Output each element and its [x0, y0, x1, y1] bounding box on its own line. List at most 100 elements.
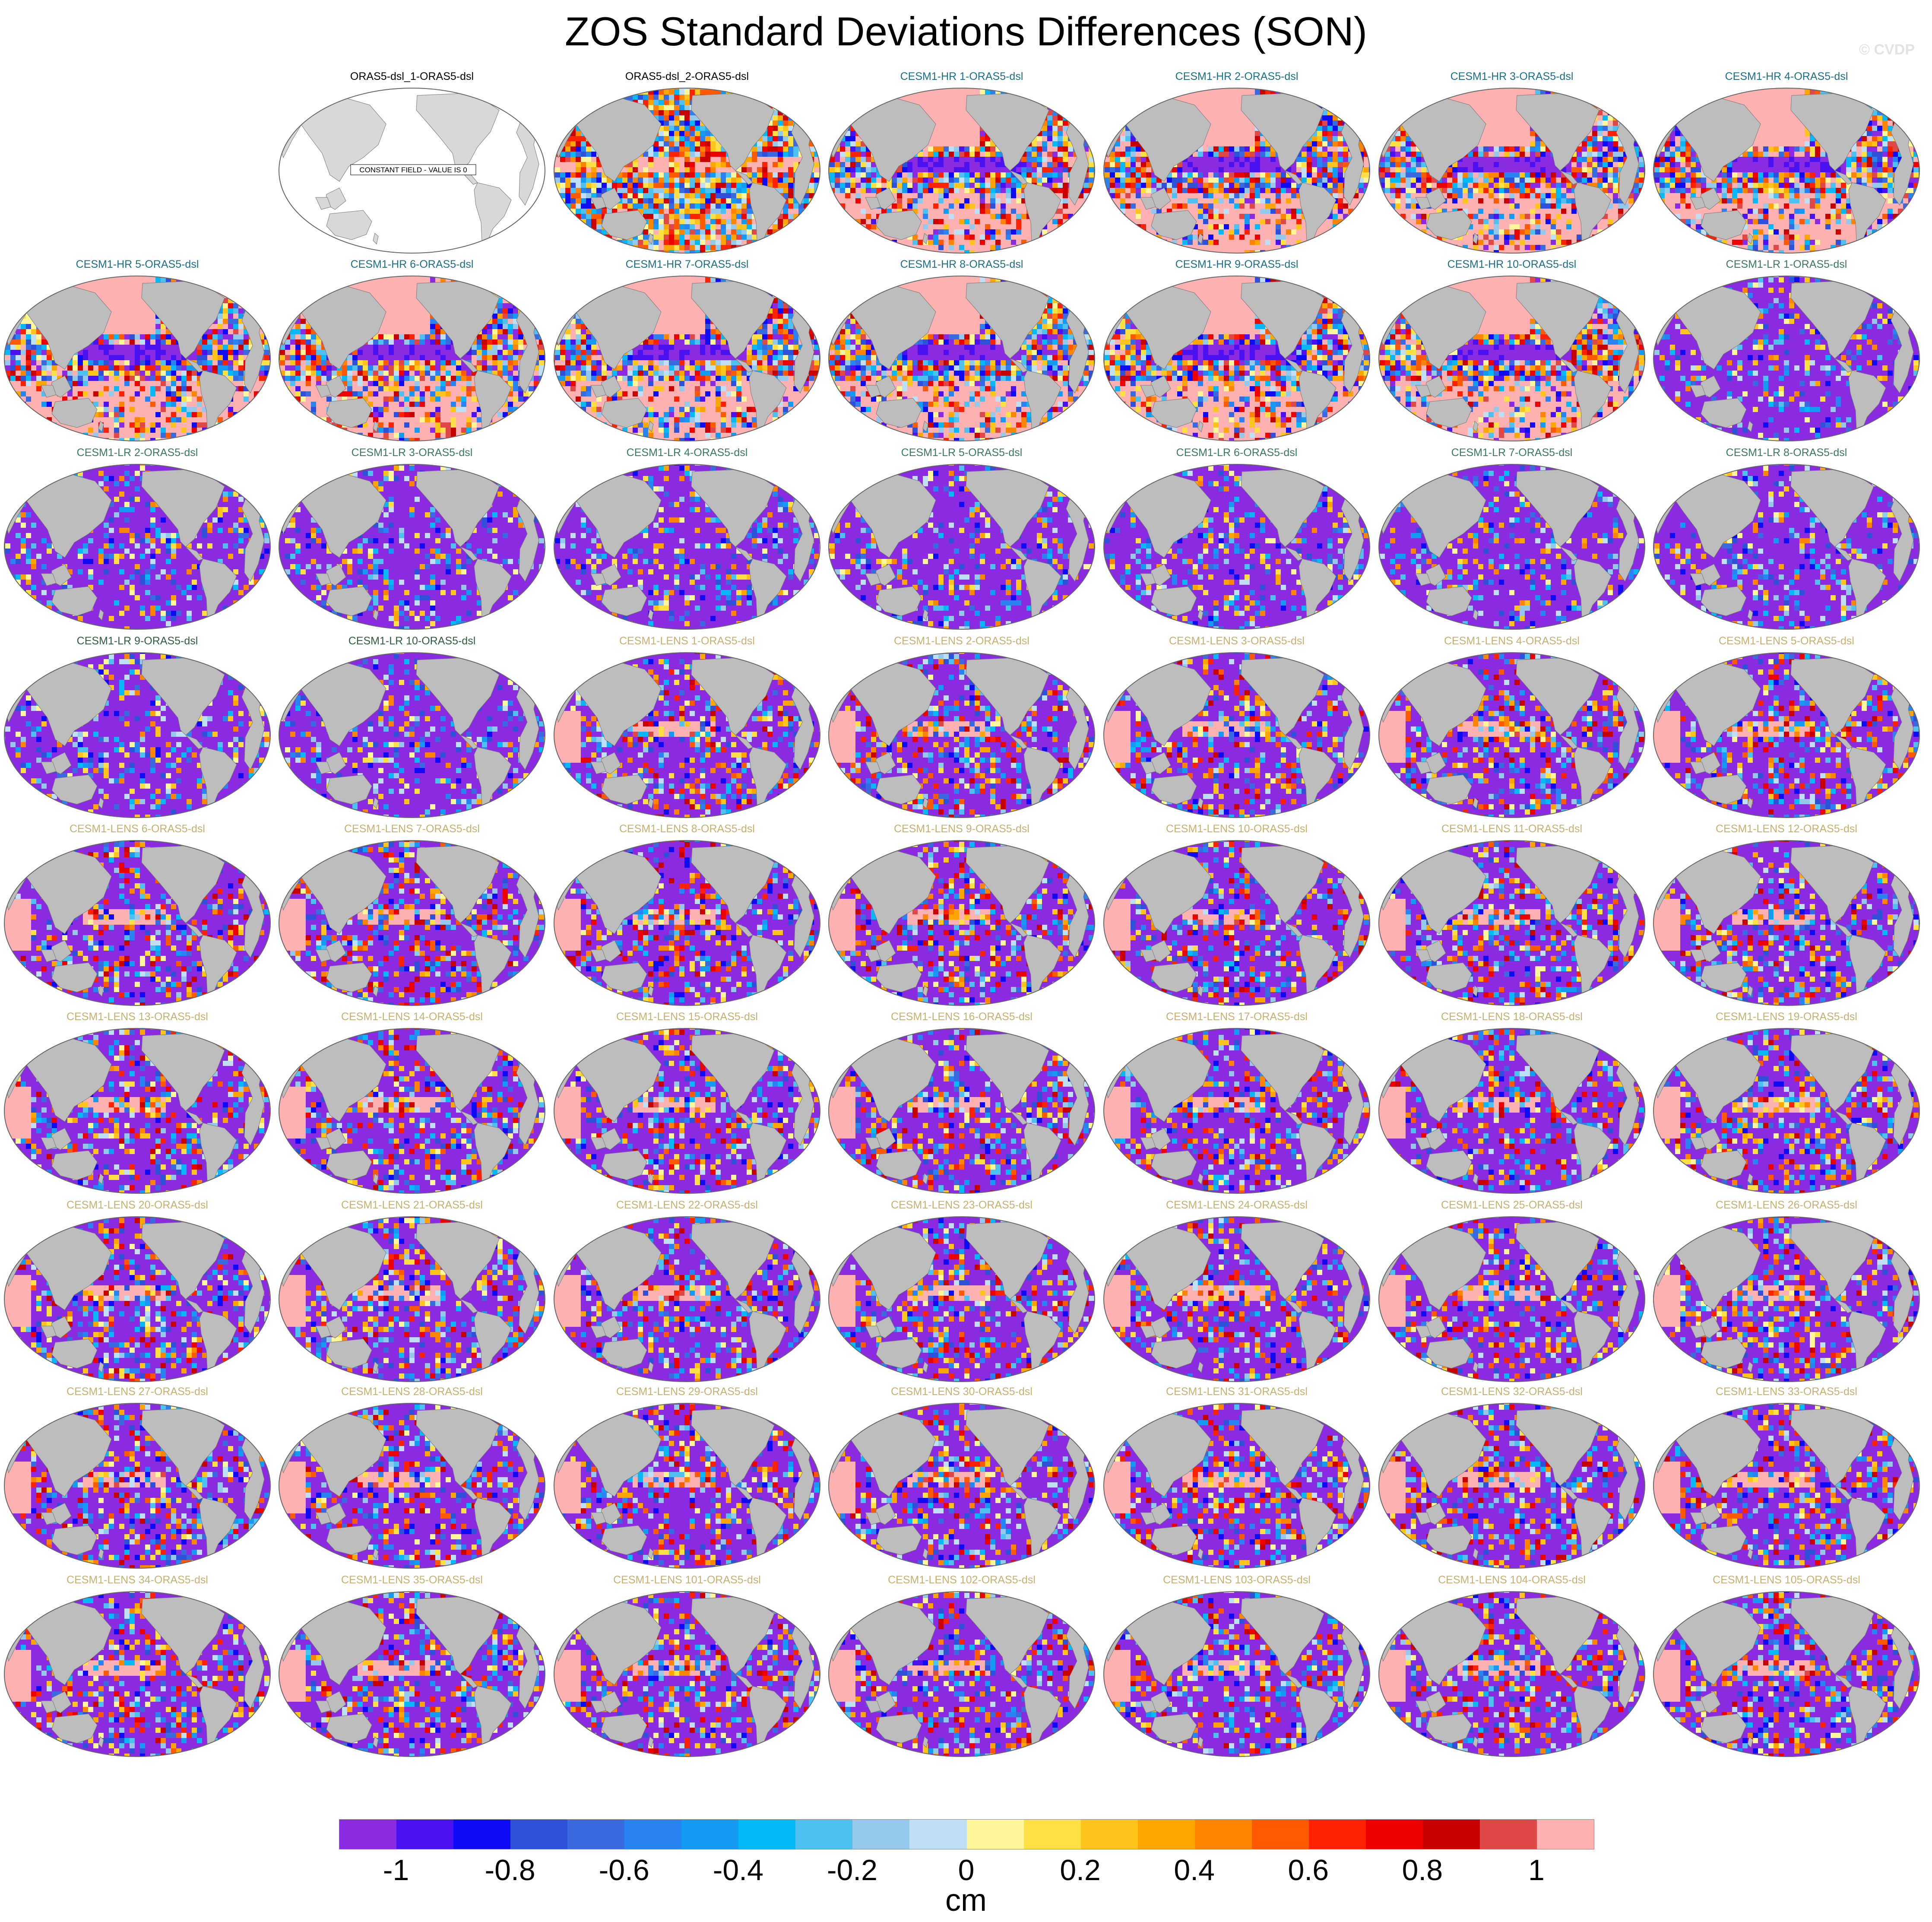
panel-title: CESM1-LENS 18-ORAS5-dsl [1375, 1010, 1649, 1024]
map-panel: CESM1-LENS 12-ORAS5-dsl [1649, 822, 1924, 1010]
world-map [4, 276, 271, 441]
map-panel: CESM1-LENS 17-ORAS5-dsl [1099, 1010, 1374, 1198]
colorbar-tick-label: 1 [1528, 1853, 1545, 1887]
world-map [1103, 652, 1370, 818]
colorbar-swatch [1251, 1820, 1309, 1849]
world-map [828, 1028, 1095, 1194]
world-map [1653, 1028, 1920, 1194]
colorbar-tick-label: 0.8 [1402, 1853, 1443, 1887]
map-panel: CESM1-LENS 27-ORAS5-dsl [0, 1385, 275, 1573]
map-panel: CESM1-LENS 1-ORAS5-dsl [550, 634, 824, 822]
panel-title: CESM1-HR 10-ORAS5-dsl [1375, 257, 1649, 271]
world-map [828, 840, 1095, 1006]
map-panel: CESM1-LR 6-ORAS5-dsl [1099, 446, 1374, 634]
panel-title: CESM1-LENS 16-ORAS5-dsl [824, 1010, 1099, 1024]
map-panel: CESM1-LENS 14-ORAS5-dsl [275, 1010, 549, 1198]
panel-title: CESM1-LENS 2-ORAS5-dsl [824, 634, 1099, 648]
panel-title: CESM1-LENS 21-ORAS5-dsl [275, 1198, 549, 1212]
world-map [828, 1403, 1095, 1569]
world-map [1103, 464, 1370, 630]
map-panel: CESM1-LENS 29-ORAS5-dsl [550, 1385, 824, 1573]
map-panel: CESM1-LENS 21-ORAS5-dsl [275, 1198, 549, 1386]
map-panel: CESM1-LENS 28-ORAS5-dsl [275, 1385, 549, 1573]
panel-title: CESM1-LENS 28-ORAS5-dsl [275, 1385, 549, 1399]
map-panel: CESM1-LENS 26-ORAS5-dsl [1649, 1198, 1924, 1386]
colorbar-swatch [1365, 1820, 1423, 1849]
map-panel: CESM1-LENS 104-ORAS5-dsl [1375, 1573, 1649, 1761]
panel-title: CESM1-LENS 27-ORAS5-dsl [0, 1385, 275, 1399]
colorbar-swatch [852, 1820, 910, 1849]
world-map [4, 1028, 271, 1194]
panel-title: CESM1-LENS 4-ORAS5-dsl [1375, 634, 1649, 648]
colorbar-swatch [1194, 1820, 1252, 1849]
map-panel: CESM1-HR 4-ORAS5-dsl [1649, 70, 1924, 258]
colorbar [339, 1819, 1594, 1849]
map-panel: CESM1-LENS 23-ORAS5-dsl [824, 1198, 1099, 1386]
world-map [554, 652, 820, 818]
world-map [279, 1028, 545, 1194]
map-panel: CESM1-LENS 6-ORAS5-dsl [0, 822, 275, 1010]
map-panel: CESM1-LENS 31-ORAS5-dsl [1099, 1385, 1374, 1573]
map-panel: CESM1-LENS 22-ORAS5-dsl [550, 1198, 824, 1386]
panel-title: CESM1-HR 8-ORAS5-dsl [824, 257, 1099, 271]
panel-title: CESM1-LENS 13-ORAS5-dsl [0, 1010, 275, 1024]
map-panel-grid: ORAS5-dsl_1-ORAS5-dsl CONSTANT FIELD - VA… [0, 70, 1924, 1761]
map-panel: CESM1-LENS 19-ORAS5-dsl [1649, 1010, 1924, 1198]
panel-title: CESM1-LENS 9-ORAS5-dsl [824, 822, 1099, 836]
map-panel: CESM1-LR 3-ORAS5-dsl [275, 446, 549, 634]
colorbar-swatch [1536, 1820, 1594, 1849]
world-map [4, 652, 271, 818]
figure-title: ZOS Standard Deviations Differences (SON… [0, 8, 1932, 55]
panel-title: CESM1-LENS 3-ORAS5-dsl [1099, 634, 1374, 648]
colorbar-swatch [795, 1820, 853, 1849]
panel-title: CESM1-LENS 17-ORAS5-dsl [1099, 1010, 1374, 1024]
colorbar-swatch [1422, 1820, 1480, 1849]
panel-title: CESM1-LR 8-ORAS5-dsl [1649, 446, 1924, 460]
world-map [4, 840, 271, 1006]
panel-title: CESM1-LENS 8-ORAS5-dsl [550, 822, 824, 836]
panel-title: CESM1-LENS 33-ORAS5-dsl [1649, 1385, 1924, 1399]
map-panel: CESM1-LR 5-ORAS5-dsl [824, 446, 1099, 634]
world-map [279, 1216, 545, 1382]
map-panel: CESM1-LENS 103-ORAS5-dsl [1099, 1573, 1374, 1761]
world-map [828, 1591, 1095, 1757]
panel-title: CESM1-LENS 34-ORAS5-dsl [0, 1573, 275, 1587]
world-map [1103, 1028, 1370, 1194]
colorbar-swatch [909, 1820, 967, 1849]
colorbar-swatch [1023, 1820, 1081, 1849]
world-map [1103, 1403, 1370, 1569]
world-map [1378, 276, 1645, 441]
panel-title: CESM1-LENS 10-ORAS5-dsl [1099, 822, 1374, 836]
world-map [279, 840, 545, 1006]
panel-title: CESM1-LR 6-ORAS5-dsl [1099, 446, 1374, 460]
map-panel: CESM1-LENS 34-ORAS5-dsl [0, 1573, 275, 1761]
world-map [1378, 652, 1645, 818]
world-map [1378, 1591, 1645, 1757]
panel-title: CESM1-HR 7-ORAS5-dsl [550, 257, 824, 271]
panel-title: CESM1-LENS 11-ORAS5-dsl [1375, 822, 1649, 836]
cvdp-watermark: © CVDP [1859, 41, 1915, 58]
map-panel: CESM1-LENS 101-ORAS5-dsl [550, 1573, 824, 1761]
panel-title: CESM1-LENS 104-ORAS5-dsl [1375, 1573, 1649, 1587]
panel-title: CESM1-LENS 101-ORAS5-dsl [550, 1573, 824, 1587]
world-map [1378, 1403, 1645, 1569]
map-panel: CESM1-LENS 7-ORAS5-dsl [275, 822, 549, 1010]
map-panel: CESM1-LENS 15-ORAS5-dsl [550, 1010, 824, 1198]
map-panel: CESM1-HR 9-ORAS5-dsl [1099, 257, 1374, 446]
world-map [4, 1591, 271, 1757]
world-map [1378, 1028, 1645, 1194]
map-panel: CESM1-HR 3-ORAS5-dsl [1375, 70, 1649, 258]
world-map [1653, 464, 1920, 630]
panel-title: CESM1-LENS 23-ORAS5-dsl [824, 1198, 1099, 1212]
map-panel: CESM1-LENS 35-ORAS5-dsl [275, 1573, 549, 1761]
panel-title: CESM1-LENS 25-ORAS5-dsl [1375, 1198, 1649, 1212]
world-map [554, 1216, 820, 1382]
map-panel: CESM1-LENS 33-ORAS5-dsl [1649, 1385, 1924, 1573]
panel-title: CESM1-HR 3-ORAS5-dsl [1375, 70, 1649, 83]
world-map [1103, 276, 1370, 441]
map-panel: CESM1-LR 10-ORAS5-dsl [275, 634, 549, 822]
colorbar-swatch [624, 1820, 682, 1849]
map-panel: CESM1-LR 4-ORAS5-dsl [550, 446, 824, 634]
colorbar-swatch [453, 1820, 511, 1849]
colorbar-tick-label: -0.4 [713, 1853, 763, 1887]
